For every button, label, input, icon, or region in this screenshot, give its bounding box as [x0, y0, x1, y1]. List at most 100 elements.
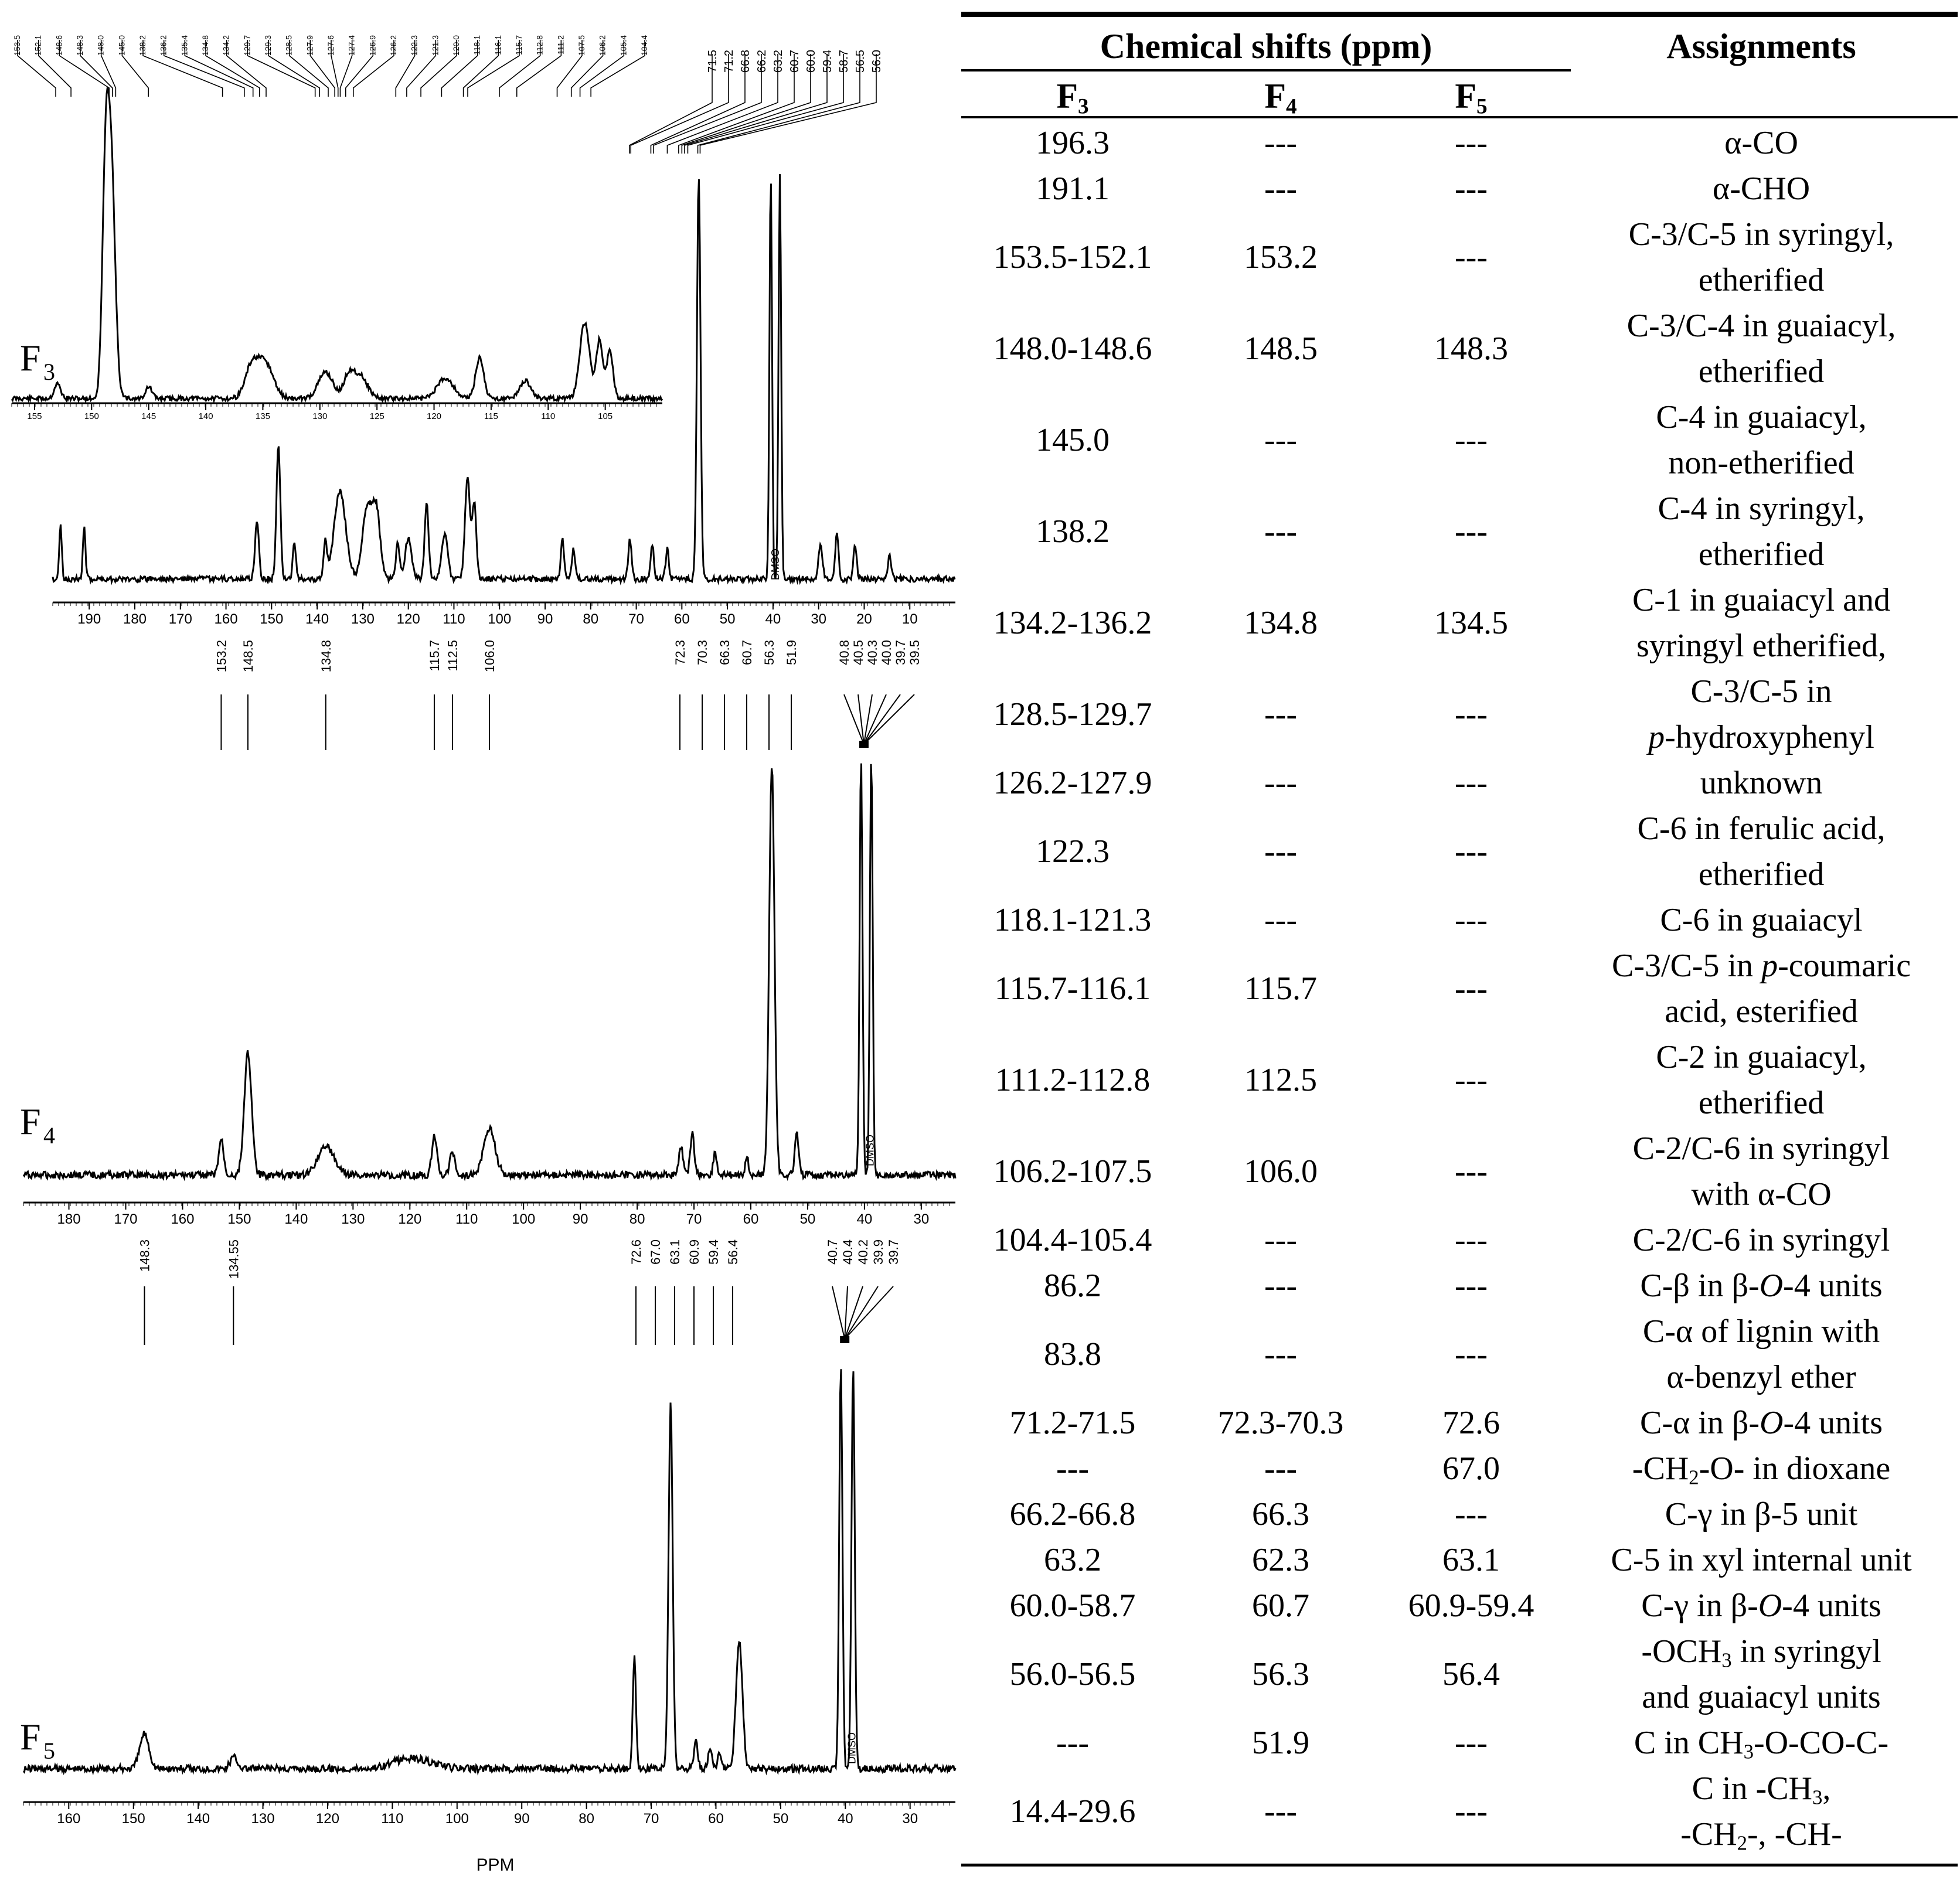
axis-tick-label: 90: [537, 611, 553, 627]
peak-label: 134.8: [319, 640, 334, 672]
peak-connector: [863, 694, 915, 745]
shift-f3: 145.0: [1036, 422, 1110, 458]
axis-tick-label: 40: [857, 1211, 873, 1227]
peak-label: 39.9: [871, 1239, 886, 1265]
peak-label: 56.0: [870, 50, 883, 73]
peak-label: 148.0: [96, 35, 106, 56]
peak-connector: [863, 694, 901, 745]
peak-label: 56.5: [854, 50, 867, 73]
peak-connector: [462, 40, 499, 97]
assignment-text: C-3/C-5 in p-coumaric: [1611, 948, 1911, 984]
shift-f4: 62.3: [1252, 1542, 1309, 1578]
peak-label: 152.1: [33, 35, 43, 56]
peak-label: 120.0: [451, 35, 461, 56]
shift-f5: ---: [1455, 239, 1488, 275]
peak-label: 56.3: [762, 640, 777, 665]
shift-f3: 191.1: [1036, 171, 1110, 207]
shift-f5: 72.6: [1442, 1405, 1500, 1441]
peak-label: 134.8: [200, 35, 210, 56]
peak-connector: [121, 40, 149, 97]
peak-label: 60.9: [687, 1239, 702, 1265]
peak-connector: [420, 40, 457, 97]
peak-connector: [863, 694, 887, 745]
panel-label-f5: F: [20, 1716, 41, 1758]
peak-connector: [666, 54, 778, 154]
assignment-text: syringyl etherified,: [1636, 628, 1887, 664]
axis-tick-label: 30: [902, 1811, 918, 1827]
peak-connector: [395, 40, 416, 97]
peak-label: 39.7: [893, 640, 908, 665]
shift-f4: 112.5: [1244, 1062, 1317, 1098]
assignment-text: α-CHO: [1712, 171, 1811, 207]
peak-label: 134.2: [222, 35, 231, 56]
axis-tick-label: 70: [644, 1811, 659, 1827]
peak-label: 126.9: [368, 35, 377, 56]
shift-f4: ---: [1264, 513, 1297, 550]
axis-tick-label: 130: [341, 1211, 365, 1227]
peak-connector: [339, 40, 353, 97]
shift-f5: ---: [1455, 1725, 1488, 1761]
axis-tick-label: 50: [773, 1811, 789, 1827]
chemical-shift-table: Chemical shifts (ppm) Assignments F3 F4 F5…: [961, 12, 1958, 1869]
spectrum-trace: [22, 1369, 957, 1776]
axis-tick-label: 155: [27, 411, 42, 421]
panel-label-f4-sub: 4: [43, 1122, 55, 1149]
shift-f4: 66.3: [1252, 1496, 1309, 1532]
shift-f4: ---: [1264, 1450, 1297, 1487]
assignment-text: C-6 in ferulic acid,: [1637, 810, 1886, 847]
axis-tick-label: 110: [443, 611, 465, 627]
header-group-rule: [961, 69, 1571, 71]
peak-connector: [858, 694, 865, 745]
peak-connector: [142, 40, 223, 97]
peak-connector: [844, 1286, 848, 1340]
peak-label: 129.3: [263, 35, 273, 56]
axis-tick-label: 150: [260, 611, 283, 627]
peak-connector: [345, 40, 374, 97]
shift-f3: 118.1-121.3: [993, 902, 1152, 938]
assignment-text: acid, esterified: [1665, 993, 1858, 1030]
peak-label: 115.7: [427, 640, 442, 671]
panel-f3: 153.5 152.1 148.6 148.3 148.0 145.0 138.2 136.2…: [11, 35, 956, 627]
shift-f5: ---: [1455, 833, 1488, 870]
shift-f3: 106.2-107.5: [993, 1153, 1152, 1190]
shift-f3: 196.3: [1036, 125, 1110, 161]
assignment-text: C in CH3-O-CO-C-: [1634, 1725, 1889, 1763]
axis-tick-label: 50: [800, 1211, 816, 1227]
shift-f4: 115.7: [1244, 970, 1317, 1007]
shift-f3: 63.2: [1044, 1542, 1101, 1578]
axis-tick-label: 60: [674, 611, 690, 627]
shift-f4: 148.5: [1244, 331, 1318, 367]
shift-f4: ---: [1264, 765, 1297, 801]
axis-tick-label: 130: [351, 611, 375, 627]
peak-label: 148.3: [137, 1239, 152, 1272]
axis-tick-label: 140: [186, 1811, 210, 1827]
shift-f4: ---: [1264, 125, 1297, 161]
peak-connector: [100, 40, 117, 97]
peak-label: 145.0: [117, 35, 126, 56]
shift-f4: ---: [1264, 1222, 1297, 1258]
peak-label: 127.6: [326, 35, 335, 56]
axis-tick-label: 100: [512, 1211, 535, 1227]
axis-tick-label: 60: [708, 1811, 724, 1827]
assignment-text: etherified: [1698, 262, 1825, 298]
table-top-rule: [961, 12, 1958, 17]
assignment-text: C-4 in guaiacyl,: [1656, 399, 1867, 435]
peak-label: 121.3: [430, 35, 440, 56]
shift-f5: ---: [1455, 513, 1488, 550]
peak-label: 107.5: [577, 35, 586, 56]
assignment-text: C-γ in β-5 unit: [1665, 1496, 1858, 1532]
peak-connector: [844, 1286, 879, 1340]
peak-label: 40.4: [841, 1239, 855, 1265]
assignment-text: etherified: [1698, 353, 1825, 390]
axis-tick-label: 170: [169, 611, 192, 627]
axis-tick-label: 10: [902, 611, 918, 627]
peak-connector: [268, 40, 320, 97]
header-assignments: Assignments: [1666, 27, 1856, 66]
shift-f5: ---: [1455, 125, 1488, 161]
shift-f5: 60.9-59.4: [1408, 1588, 1534, 1624]
peak-label: 66.3: [717, 640, 732, 665]
assignment-text: C-γ in β-O-4 units: [1641, 1588, 1881, 1624]
peak-label: 104.4: [639, 35, 649, 56]
column-header-f4: F4: [1264, 77, 1297, 119]
shift-f3: 111.2-112.8: [995, 1062, 1151, 1098]
